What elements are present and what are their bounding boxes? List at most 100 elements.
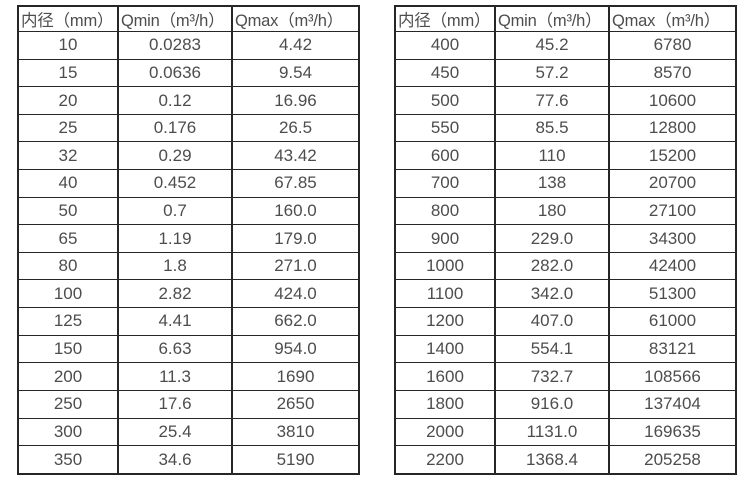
cell: 169635 (608, 417, 736, 446)
cell: 2000 (395, 417, 495, 446)
cell: 150 (18, 334, 118, 363)
cell: 271.0 (231, 251, 359, 280)
cell: 108566 (608, 362, 736, 391)
cell: 424.0 (231, 279, 359, 308)
cell: 12800 (608, 113, 736, 142)
cell: 1600 (395, 362, 495, 391)
table-row: 900 229.0 34300 (395, 224, 736, 253)
header-cell: Qmax（m³/h） (608, 6, 736, 32)
cell: 600 (395, 141, 495, 170)
table-row: 550 85.5 12800 (395, 113, 736, 142)
cell: 1100 (395, 279, 495, 308)
table-row: 1600 732.7 108566 (395, 362, 736, 391)
cell: 4.41 (117, 307, 232, 336)
table-row: 80 1.8 271.0 (18, 251, 359, 280)
cell: 0.7 (117, 196, 232, 225)
cell: 8570 (608, 58, 736, 87)
cell: 51300 (608, 279, 736, 308)
header-cell: Qmax（m³/h） (231, 6, 359, 32)
table-row: 150 6.63 954.0 (18, 334, 359, 363)
header-cell: 内径（mm） (21, 12, 114, 30)
cell: 20700 (608, 169, 736, 198)
header-cell: 内径（mm） (398, 12, 491, 30)
table-row: 40 0.452 67.85 (18, 169, 359, 198)
header-row: 内径（mm） Qmin（m³/h） Qmax（m³/h） (395, 6, 736, 32)
table-row: 350 34.6 5190 (18, 445, 359, 474)
cell: 15 (18, 58, 118, 87)
table-row: 125 4.41 662.0 (18, 307, 359, 336)
cell: 125 (18, 307, 118, 336)
cell: 65 (18, 224, 118, 253)
cell: 6.63 (117, 334, 232, 363)
cell: 61000 (608, 307, 736, 336)
table-row: 1200 407.0 61000 (395, 307, 736, 336)
cell: 137404 (608, 389, 736, 419)
header-row: 内径（mm） Qmin（m³/h） Qmax（m³/h） (18, 6, 359, 32)
table-row: 50 0.7 160.0 (18, 196, 359, 225)
flow-spec-table-small-diameters: 内径（mm） Qmin（m³/h） Qmax（m³/h） 10 0.0283 4.42 15… (17, 5, 360, 475)
cell: 6780 (608, 31, 736, 60)
cell: 250 (18, 389, 118, 419)
cell: 9.54 (231, 58, 359, 87)
table-row: 1100 342.0 51300 (395, 279, 736, 308)
cell: 83121 (608, 334, 736, 363)
cell: 27100 (608, 196, 736, 225)
cell: 26.5 (231, 113, 359, 142)
table-row: 32 0.29 43.42 (18, 141, 359, 170)
cell: 15200 (608, 141, 736, 170)
cell: 0.452 (117, 169, 232, 198)
cell: 400 (395, 31, 495, 60)
cell: 67.85 (231, 169, 359, 198)
cell: 205258 (608, 445, 736, 474)
cell: 3810 (231, 417, 359, 446)
cell: 282.0 (494, 251, 609, 280)
cell: 0.0636 (117, 58, 232, 87)
cell: 732.7 (494, 362, 609, 391)
cell: 200 (18, 362, 118, 391)
cell: 43.42 (231, 141, 359, 170)
cell: 16.96 (231, 86, 359, 115)
cell: 11.3 (117, 362, 232, 391)
cell: 550 (395, 113, 495, 142)
cell: 0.0283 (117, 31, 232, 60)
cell: 1368.4 (494, 445, 609, 474)
cell: 1131.0 (494, 417, 609, 446)
cell: 10600 (608, 86, 736, 115)
cell: 40 (18, 169, 118, 198)
cell: 42400 (608, 251, 736, 280)
cell: 1.8 (117, 251, 232, 280)
cell: 25 (18, 113, 118, 142)
cell: 700 (395, 169, 495, 198)
cell: 57.2 (494, 58, 609, 87)
cell: 34.6 (117, 445, 232, 474)
table-row: 1800 916.0 137404 (395, 389, 736, 419)
cell: 50 (18, 196, 118, 225)
cell: 45.2 (494, 31, 609, 60)
cell: 1.19 (117, 224, 232, 253)
cell: 450 (395, 58, 495, 87)
table-row: 300 25.4 3810 (18, 417, 359, 446)
cell: 160.0 (231, 196, 359, 225)
cell: 662.0 (231, 307, 359, 336)
table-row: 25 0.176 26.5 (18, 113, 359, 142)
table-row: 400 45.2 6780 (395, 31, 736, 60)
cell: 500 (395, 86, 495, 115)
cell: 229.0 (494, 224, 609, 253)
header-cell: Qmin（m³/h） (117, 6, 232, 32)
cell: 4.42 (231, 31, 359, 60)
cell: 800 (395, 196, 495, 225)
cell: 20 (18, 86, 118, 115)
cell: 80 (18, 251, 118, 280)
table-row: 1400 554.1 83121 (395, 334, 736, 363)
table-row: 250 17.6 2650 (18, 389, 359, 419)
cell: 900 (395, 224, 495, 253)
cell: 85.5 (494, 113, 609, 142)
cell: 180 (494, 196, 609, 225)
cell: 0.176 (117, 113, 232, 142)
cell: 25.4 (117, 417, 232, 446)
table-row: 200 11.3 1690 (18, 362, 359, 391)
cell: 34300 (608, 224, 736, 253)
table-row: 10 0.0283 4.42 (18, 31, 359, 60)
cell: 17.6 (117, 389, 232, 419)
